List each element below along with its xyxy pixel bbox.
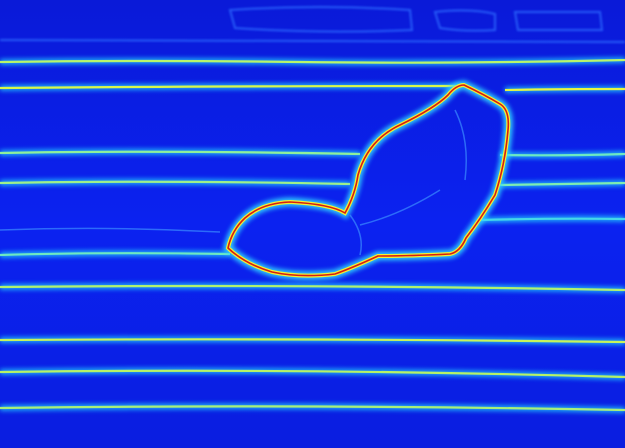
object-contour: [223, 80, 513, 281]
inner-texture: [0, 109, 467, 256]
faint-top-edges: [0, 6, 625, 43]
horizontal-edges: [0, 58, 625, 412]
